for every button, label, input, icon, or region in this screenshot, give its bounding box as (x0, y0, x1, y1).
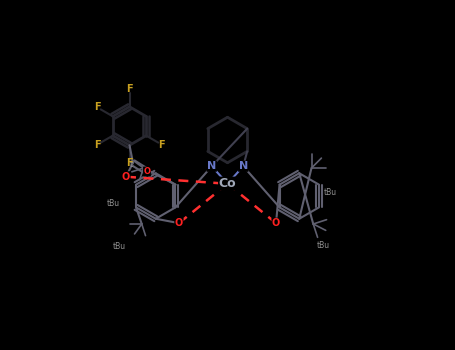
Text: N: N (207, 161, 217, 171)
Text: O: O (175, 218, 183, 228)
Text: tBu: tBu (317, 240, 330, 250)
Text: O: O (143, 167, 151, 176)
Text: Co: Co (219, 177, 236, 190)
Text: F: F (159, 140, 165, 150)
Text: tBu: tBu (324, 188, 337, 197)
Text: tBu: tBu (112, 242, 126, 251)
Text: F: F (94, 140, 101, 150)
Text: t: t (130, 160, 133, 169)
Text: O: O (122, 172, 130, 182)
Text: F: F (126, 84, 133, 93)
Text: F: F (126, 159, 133, 168)
Text: F: F (94, 102, 101, 112)
Text: O: O (272, 218, 280, 228)
Text: tBu: tBu (107, 198, 120, 208)
Text: N: N (238, 161, 248, 171)
